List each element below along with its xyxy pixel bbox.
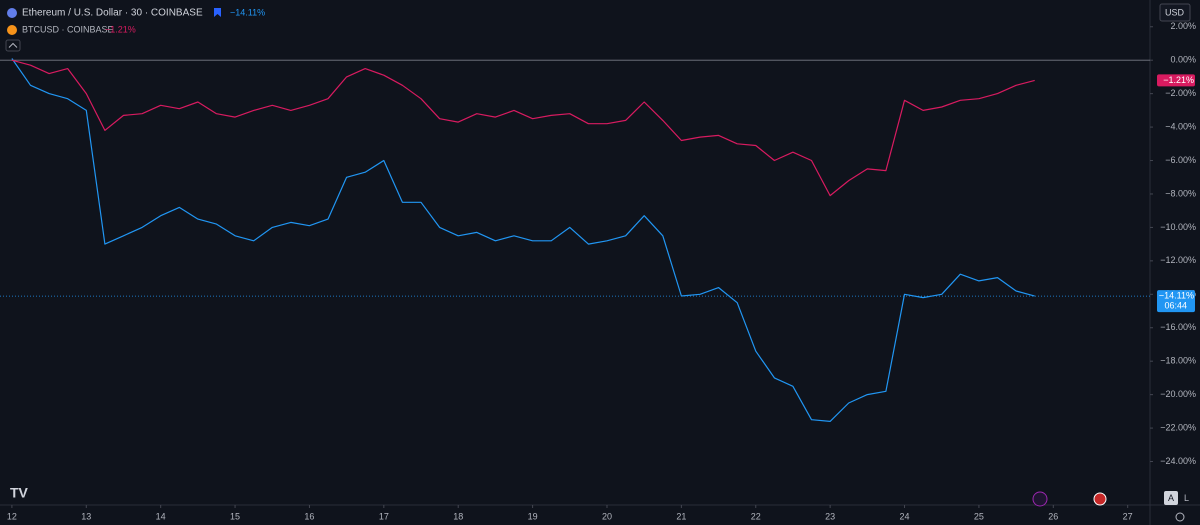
x-tick-label: 15 bbox=[230, 511, 240, 521]
price-tag bbox=[1157, 290, 1195, 313]
legend-entry: BTCUSD · COINBASE bbox=[22, 24, 114, 34]
y-tick-label: 2.00% bbox=[1170, 21, 1196, 31]
legend-change: −1.21% bbox=[105, 24, 136, 34]
series-line bbox=[11, 58, 1035, 422]
y-tick-label: −8.00% bbox=[1165, 188, 1196, 198]
x-tick-label: 16 bbox=[304, 511, 314, 521]
x-tick-label: 21 bbox=[676, 511, 686, 521]
auto-button[interactable] bbox=[1164, 491, 1178, 505]
x-tick-label: 14 bbox=[156, 511, 166, 521]
y-tick-label: −20.00% bbox=[1160, 389, 1196, 399]
series-line bbox=[11, 59, 1035, 197]
y-tick-label: −24.00% bbox=[1160, 456, 1196, 466]
chart-title: Ethereum / U.S. Dollar · 30 · COINBASE bbox=[22, 8, 203, 19]
collapse-button[interactable] bbox=[5, 39, 21, 52]
event-icon[interactable] bbox=[1093, 492, 1107, 506]
currency-button[interactable] bbox=[1159, 3, 1191, 22]
log-label[interactable]: L bbox=[1184, 493, 1189, 503]
price-tag bbox=[1157, 74, 1195, 87]
x-tick-label: 17 bbox=[379, 511, 389, 521]
flag-icon bbox=[214, 8, 221, 17]
auto-label: A bbox=[1168, 493, 1174, 503]
x-tick-label: 19 bbox=[528, 511, 538, 521]
x-tick-label: 20 bbox=[602, 511, 612, 521]
x-tick-label: 12 bbox=[7, 511, 17, 521]
x-tick-label: 27 bbox=[1123, 511, 1133, 521]
y-tick-label: −16.00% bbox=[1160, 322, 1196, 332]
currency-label: USD bbox=[1165, 7, 1185, 17]
y-tick-label: −12.00% bbox=[1160, 255, 1196, 265]
tv-logo: TV bbox=[10, 485, 29, 501]
y-tick-label: −18.00% bbox=[1160, 356, 1196, 366]
settings-icon[interactable] bbox=[1175, 512, 1185, 522]
x-tick-label: 13 bbox=[81, 511, 91, 521]
x-tick-label: 25 bbox=[974, 511, 984, 521]
price-tag-label: −14.11% bbox=[1159, 291, 1194, 301]
x-tick-label: 22 bbox=[751, 511, 761, 521]
y-tick-label: −2.00% bbox=[1165, 88, 1196, 98]
eth-icon bbox=[7, 8, 17, 18]
chevron-icon bbox=[8, 42, 18, 48]
x-tick-label: 26 bbox=[1048, 511, 1058, 521]
x-tick-label: 24 bbox=[900, 511, 910, 521]
countdown-label: 06:44 bbox=[1164, 301, 1187, 311]
x-tick-label: 23 bbox=[825, 511, 835, 521]
legend-change: −14.11% bbox=[230, 7, 265, 17]
y-tick-label: 0.00% bbox=[1170, 55, 1196, 65]
x-tick-label: 18 bbox=[453, 511, 463, 521]
price-tag-label: −1.21% bbox=[1163, 75, 1194, 85]
btc-icon bbox=[7, 25, 17, 35]
event-icon[interactable] bbox=[1032, 491, 1048, 507]
y-tick-label: −6.00% bbox=[1165, 155, 1196, 165]
y-tick-label: −4.00% bbox=[1165, 121, 1196, 131]
y-tick-label: −22.00% bbox=[1160, 422, 1196, 432]
y-tick-label: −10.00% bbox=[1160, 222, 1196, 232]
